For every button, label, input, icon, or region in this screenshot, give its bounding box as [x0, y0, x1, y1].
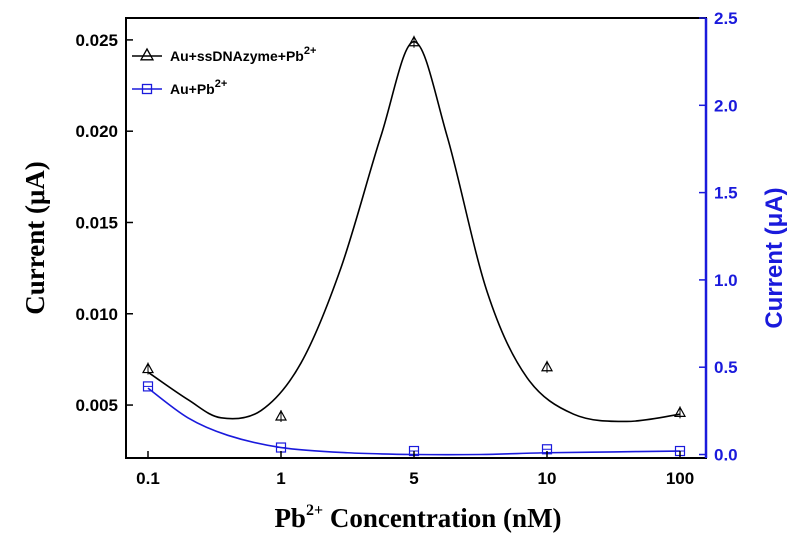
- y-axis-right-label: Current (μA): [761, 187, 788, 328]
- y-right-tick-label: 0.0: [714, 446, 738, 465]
- x-tick-label: 100: [666, 469, 694, 488]
- x-tick-label: 1: [276, 469, 285, 488]
- series-layer: [141, 35, 687, 457]
- y-right-tick-label: 2.5: [714, 9, 738, 28]
- y-left-tick-label: 0.025: [75, 31, 118, 50]
- legend-marker-square: [141, 83, 153, 95]
- y-axis-left: 0.005 0.010 0.015 0.020 0.025: [75, 31, 133, 415]
- y-right-tick-label: 0.5: [714, 358, 738, 377]
- y-left-tick-label: 0.005: [75, 396, 118, 415]
- x-tick-label: 10: [538, 469, 557, 488]
- y-right-tick-label: 2.0: [714, 96, 738, 115]
- x-axis: 0.1 1 5 10 100: [136, 451, 694, 488]
- y-right-tick-label: 1.5: [714, 184, 738, 203]
- y-left-tick-label: 0.015: [75, 213, 118, 232]
- series-2-line: [147, 387, 681, 456]
- series-1-line: [147, 40, 681, 423]
- y-left-tick-label: 0.020: [75, 122, 118, 141]
- y-right-tick-label: 1.0: [714, 271, 738, 290]
- legend-label-series-1: Au+ssDNAzyme+Pb2+: [170, 45, 316, 64]
- legend: Au+ssDNAzyme+Pb2+ Au+Pb2+: [132, 45, 316, 97]
- y-left-tick-label: 0.010: [75, 305, 118, 324]
- x-axis-label: Pb2+ Concentration (nM): [274, 502, 561, 533]
- legend-label-series-2: Au+Pb2+: [170, 78, 227, 97]
- x-tick-label: 0.1: [136, 469, 160, 488]
- y-axis-left-label: Current (μA): [20, 161, 50, 315]
- y-axis-right: 0.0 0.5 1.0 1.5 2.0 2.5: [699, 9, 738, 465]
- x-tick-label: 5: [409, 469, 418, 488]
- legend-marker-triangle: [139, 47, 155, 61]
